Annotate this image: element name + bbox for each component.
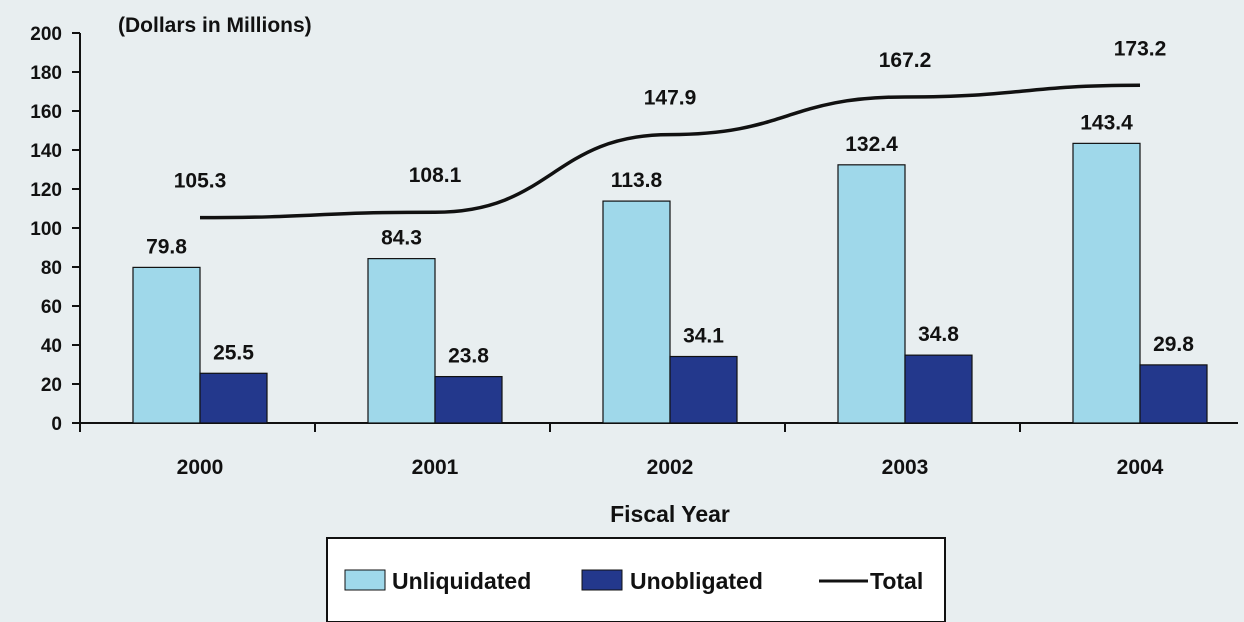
bar-unobligated (669, 355, 738, 424)
y-tick-label: 0 (51, 414, 62, 435)
value-label-unliquidated: 84.3 (381, 227, 422, 250)
value-label-total: 108.1 (409, 164, 462, 187)
value-label-unobligated: 25.5 (213, 341, 254, 364)
total-line-path (199, 83, 1141, 220)
legend-swatch-unliquidated (344, 569, 386, 591)
bar-unliquidated (367, 258, 436, 424)
bars (132, 142, 1208, 424)
y-tick-label: 160 (30, 102, 62, 123)
bar-unliquidated (837, 164, 906, 424)
value-label-unliquidated: 79.8 (146, 235, 187, 258)
y-tick-label: 180 (30, 63, 62, 84)
value-label-unobligated: 34.1 (683, 325, 724, 348)
x-axis-title: Fiscal Year (610, 501, 730, 527)
value-label-unobligated: 29.8 (1153, 333, 1194, 356)
value-label-total: 147.9 (644, 87, 697, 110)
value-label-total: 105.3 (174, 170, 227, 193)
bar-unliquidated (602, 200, 671, 424)
bar-unobligated (199, 372, 268, 424)
legend-label-unobligated: Unobligated (630, 568, 763, 594)
y-tick-label: 140 (30, 141, 62, 162)
value-labels: 79.8 25.5 84.3 23.8 113.8 34.1 132.4 34.8 143.4 2… (146, 37, 1194, 367)
bar-unobligated (1139, 364, 1208, 424)
unit-label: (Dollars in Millions) (118, 14, 312, 37)
bar-unliquidated (132, 266, 201, 424)
value-label-total: 167.2 (879, 49, 932, 72)
x-tick-label: 2002 (647, 456, 694, 479)
legend-label-unliquidated: Unliquidated (392, 568, 531, 594)
y-axis: 0 20 40 60 80 100 120 140 160 180 200 (30, 24, 81, 435)
y-tick-label: 20 (41, 375, 62, 396)
x-tick-label: 2003 (882, 456, 929, 479)
x-tick-label: 2001 (412, 456, 459, 479)
total-line (199, 83, 1141, 220)
value-label-unliquidated: 143.4 (1080, 111, 1133, 134)
legend-swatch-unobligated (581, 569, 623, 591)
y-tick-label: 200 (30, 24, 62, 45)
value-label-total: 173.2 (1114, 37, 1167, 60)
y-tick-label: 60 (41, 297, 62, 318)
y-tick-label: 80 (41, 258, 62, 279)
bar-unobligated (904, 354, 973, 424)
y-tick-label: 40 (41, 336, 62, 357)
value-label-unobligated: 23.8 (448, 345, 489, 368)
y-tick-label: 100 (30, 219, 62, 240)
legend-label-total: Total (870, 568, 923, 594)
x-tick-label: 2004 (1117, 456, 1164, 479)
x-tick-label: 2000 (177, 456, 224, 479)
bar-unliquidated (1072, 142, 1141, 424)
bar-unobligated (434, 375, 503, 424)
value-label-unliquidated: 132.4 (845, 133, 898, 156)
value-label-unliquidated: 113.8 (611, 169, 663, 192)
value-label-unobligated: 34.8 (918, 323, 959, 346)
y-tick-label: 120 (30, 180, 62, 201)
legend: Unliquidated Unobligated Total (326, 537, 946, 622)
